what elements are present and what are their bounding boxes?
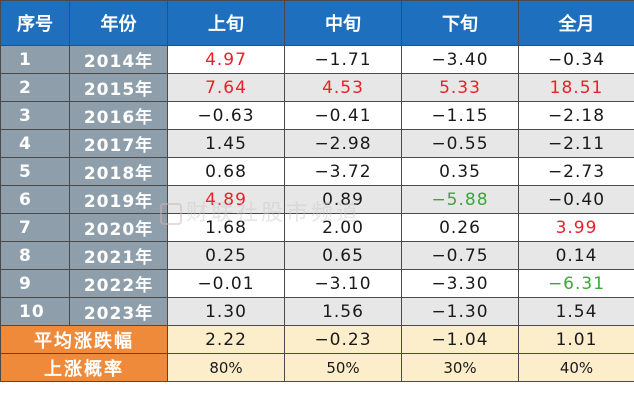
value-cell: −2.11 [518,129,634,158]
table-row: 2 2015年 7.64 4.53 5.33 18.51 [0,73,634,102]
value-cell: −1.71 [284,45,402,74]
average-cell: −0.23 [284,325,402,354]
row-index: 4 [0,129,70,158]
row-year: 2018年 [69,157,168,186]
value-cell: 0.26 [401,213,519,242]
value-cell: 18.51 [518,73,634,102]
table-row: 4 2017年 1.45 −2.98 −0.55 −2.11 [0,129,634,158]
table-row: 8 2021年 0.25 0.65 −0.75 0.14 [0,241,634,270]
value-cell: 0.89 [284,185,402,214]
table-row: 7 2020年 1.68 2.00 0.26 3.99 [0,213,634,242]
value-cell: −0.75 [401,241,519,270]
rise-probability-cell: 40% [518,353,634,382]
rise-probability-row: 上涨概率 80% 50% 30% 40% [0,353,634,382]
value-cell: −0.34 [518,45,634,74]
value-cell: −3.10 [284,269,402,298]
value-cell: 0.65 [284,241,402,270]
value-cell: −2.98 [284,129,402,158]
value-cell: −0.40 [518,185,634,214]
row-year: 2015年 [69,73,168,102]
table-row: 6 2019年 4.89 0.89 −5.88 −0.40 [0,185,634,214]
row-index: 2 [0,73,70,102]
value-cell: 5.33 [401,73,519,102]
row-index: 6 [0,185,70,214]
value-cell: −1.30 [401,297,519,326]
value-cell: 1.56 [284,297,402,326]
value-cell: −2.73 [518,157,634,186]
row-year: 2016年 [69,101,168,130]
average-label: 平均涨跌幅 [0,325,168,354]
average-cell: −1.04 [401,325,519,354]
row-index: 10 [0,297,70,326]
row-index: 5 [0,157,70,186]
header-cell: 序号 [0,0,70,46]
table-row: 10 2023年 1.30 1.56 −1.30 1.54 [0,297,634,326]
row-year: 2020年 [69,213,168,242]
row-index: 3 [0,101,70,130]
header-cell: 中旬 [284,0,402,46]
row-index: 8 [0,241,70,270]
value-cell: −2.18 [518,101,634,130]
value-cell: 4.89 [167,185,285,214]
value-cell: −0.63 [167,101,285,130]
value-cell: 7.64 [167,73,285,102]
row-year: 2014年 [69,45,168,74]
row-year: 2019年 [69,185,168,214]
row-year: 2023年 [69,297,168,326]
row-index: 9 [0,269,70,298]
table-row: 5 2018年 0.68 −3.72 0.35 −2.73 [0,157,634,186]
row-year: 2022年 [69,269,168,298]
value-cell: 4.97 [167,45,285,74]
value-cell: 1.30 [167,297,285,326]
value-cell: 2.00 [284,213,402,242]
average-cell: 1.01 [518,325,634,354]
row-year: 2021年 [69,241,168,270]
value-cell: 1.68 [167,213,285,242]
value-cell: 0.68 [167,157,285,186]
value-cell: −3.72 [284,157,402,186]
value-cell: −0.41 [284,101,402,130]
value-cell: 0.35 [401,157,519,186]
value-cell: 1.45 [167,129,285,158]
value-cell: −0.55 [401,129,519,158]
rise-probability-cell: 30% [401,353,519,382]
value-cell: 4.53 [284,73,402,102]
header-row: 序号 年份 上旬 中旬 下旬 全月 [0,0,634,46]
header-cell: 年份 [69,0,168,46]
value-cell: −5.88 [401,185,519,214]
value-cell: −0.01 [167,269,285,298]
header-cell: 下旬 [401,0,519,46]
header-cell: 上旬 [167,0,285,46]
data-table: 序号 年份 上旬 中旬 下旬 全月 1 2014年 4.97 −1.71 −3.40 −0… [0,0,634,382]
row-year: 2017年 [69,129,168,158]
table-row: 9 2022年 −0.01 −3.10 −3.30 −6.31 [0,269,634,298]
rise-probability-label: 上涨概率 [0,353,168,382]
value-cell: 0.25 [167,241,285,270]
value-cell: −3.30 [401,269,519,298]
average-cell: 2.22 [167,325,285,354]
value-cell: 0.14 [518,241,634,270]
table-row: 3 2016年 −0.63 −0.41 −1.15 −2.18 [0,101,634,130]
table-row: 1 2014年 4.97 −1.71 −3.40 −0.34 [0,45,634,74]
header-cell: 全月 [518,0,634,46]
value-cell: −6.31 [518,269,634,298]
rise-probability-cell: 80% [167,353,285,382]
value-cell: −1.15 [401,101,519,130]
rise-probability-cell: 50% [284,353,402,382]
value-cell: 1.54 [518,297,634,326]
row-index: 7 [0,213,70,242]
value-cell: −3.40 [401,45,519,74]
average-row: 平均涨跌幅 2.22 −0.23 −1.04 1.01 [0,325,634,354]
row-index: 1 [0,45,70,74]
value-cell: 3.99 [518,213,634,242]
